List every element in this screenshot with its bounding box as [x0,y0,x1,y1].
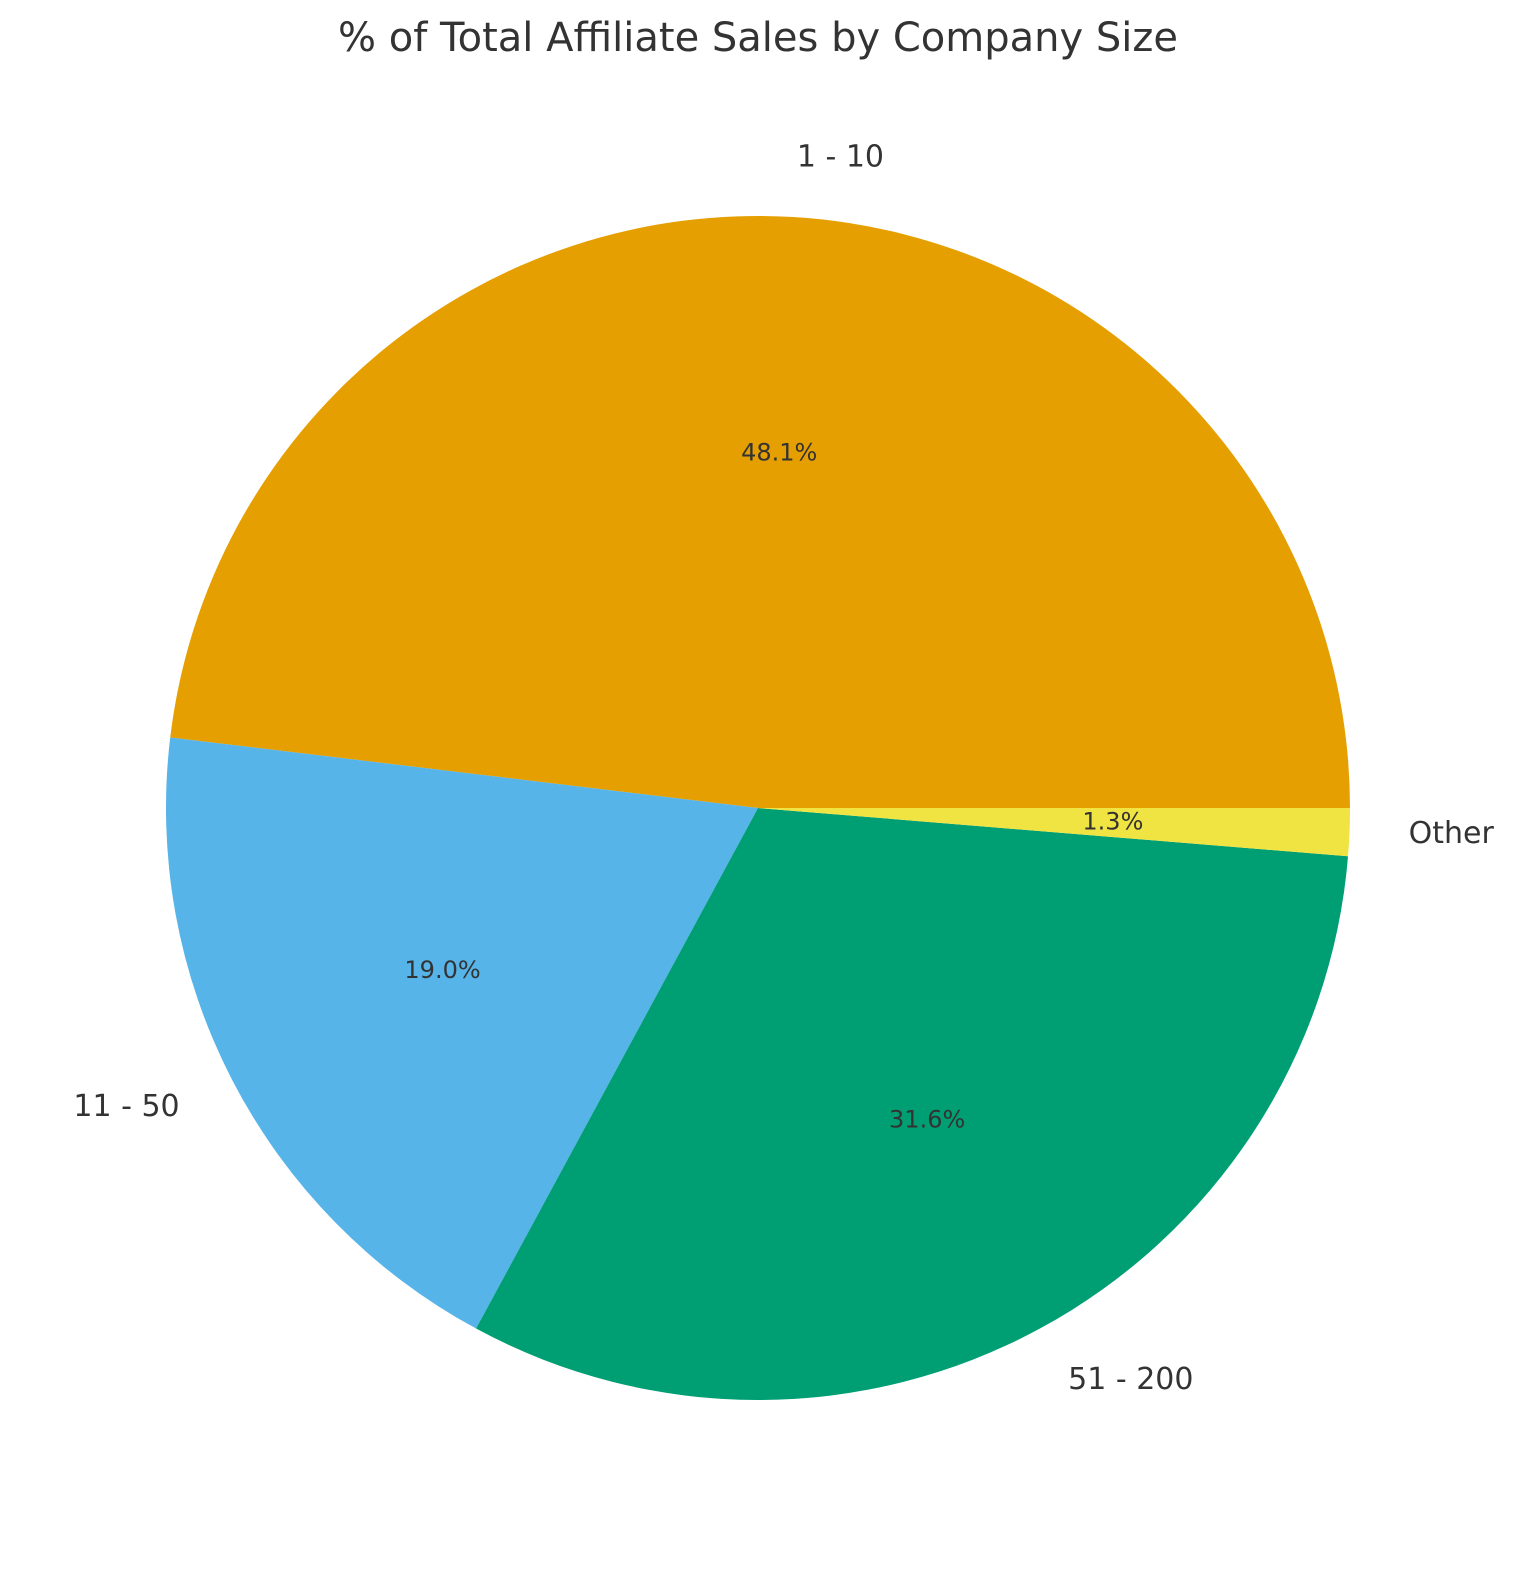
slice-label: Other [1409,816,1495,851]
value-label: 48.1% [741,438,817,466]
pie-slice [166,737,758,1329]
pie-slice [170,215,1350,809]
chart-title: % of Total Affiliate Sales by Company Si… [338,15,1178,61]
pie-slice [476,808,1349,1401]
slice-label: 11 - 50 [73,1089,179,1124]
value-label: 19.0% [404,956,480,984]
value-label: 31.6% [889,1105,965,1133]
value-label: 1.3% [1082,808,1143,836]
pie-slice [758,808,1350,857]
slice-label: 51 - 200 [1068,1362,1193,1397]
slice-label: 1 - 10 [797,139,884,174]
